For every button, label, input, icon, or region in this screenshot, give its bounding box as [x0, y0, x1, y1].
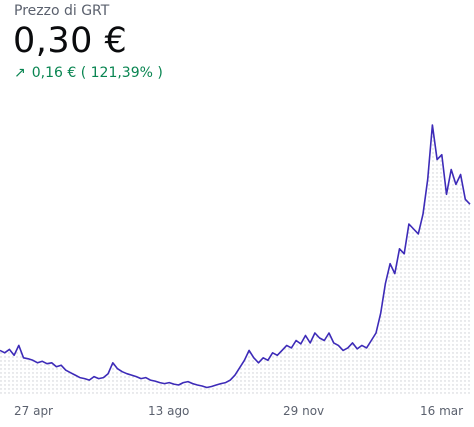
x-tick-label: 13 ago — [148, 404, 190, 418]
price-area-fill — [0, 125, 470, 395]
price-title: Prezzo di GRT — [14, 3, 110, 19]
price-area — [0, 125, 470, 395]
current-price: 0,30 € — [13, 21, 128, 61]
price-change: ↗ 0,16 € ( 121,39% ) — [14, 65, 163, 81]
price-chart[interactable] — [0, 100, 474, 395]
price-change-value: 0,16 € ( 121,39% ) — [31, 65, 163, 81]
price-line — [0, 124, 471, 389]
x-tick-label: 16 mar — [420, 404, 464, 418]
x-tick-label: 29 nov — [283, 404, 325, 418]
price-line-series — [0, 124, 471, 389]
x-tick-label: 27 apr — [14, 404, 53, 418]
trend-up-arrow-icon: ↗ — [14, 65, 26, 81]
